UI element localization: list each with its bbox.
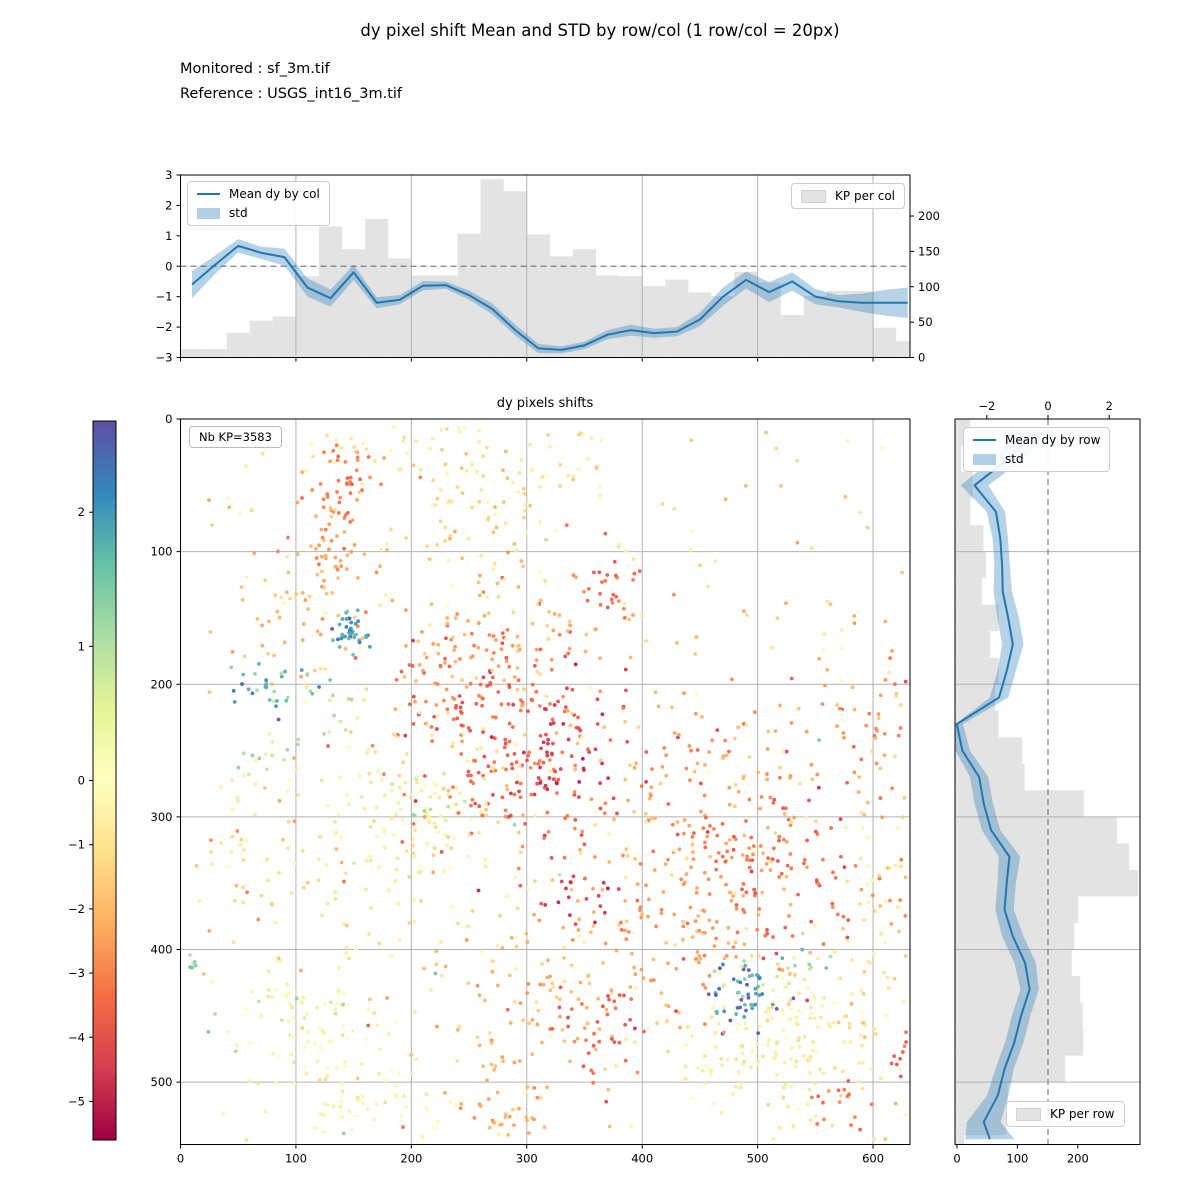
svg-text:150: 150: [918, 244, 940, 258]
svg-text:−5: −5: [68, 1094, 85, 1108]
legend-label: Mean dy by row: [1005, 433, 1101, 447]
colorbar: 2 1 0 −1 −2 −3 −4 −5: [68, 420, 117, 1141]
svg-text:0: 0: [918, 351, 925, 365]
monitored-file-label: Monitored : sf_3m.tif: [180, 61, 330, 77]
row-mean-line: [955, 431, 1037, 1140]
mean-line-swatch: [973, 439, 996, 441]
legend-mean-dy-by-col: Mean dy by col std: [187, 181, 330, 226]
row-bottom-axis: 0 100 200: [953, 1144, 1089, 1166]
col-std-band: [192, 239, 908, 354]
svg-text:1: 1: [78, 639, 85, 653]
legend-label: std: [229, 206, 248, 220]
row-top-axis: −2 0 2: [978, 399, 1113, 419]
svg-text:1: 1: [165, 229, 172, 243]
svg-text:500: 500: [151, 1075, 173, 1089]
svg-text:0: 0: [165, 259, 172, 273]
legend-label: KP per row: [1050, 1107, 1115, 1121]
legend-label: Mean dy by col: [229, 187, 320, 201]
scatter-y-axis: 0 100 200 300 400 500: [151, 412, 181, 1089]
svg-text:0: 0: [1044, 399, 1051, 413]
svg-text:0: 0: [78, 774, 85, 788]
svg-text:2: 2: [78, 505, 85, 519]
svg-text:−3: −3: [68, 966, 85, 980]
svg-text:−2: −2: [978, 399, 995, 413]
svg-text:200: 200: [918, 209, 940, 223]
hist-swatch: [801, 189, 827, 203]
svg-text:−2: −2: [156, 320, 173, 334]
reference-file-label: Reference : USGS_int16_3m.tif: [180, 86, 403, 102]
hist-swatch: [1016, 1107, 1041, 1121]
scatter-border: [180, 418, 911, 1145]
scatter-points: [188, 424, 908, 1142]
svg-text:600: 600: [862, 1152, 884, 1166]
scatter-panel-title: dy pixels shifts: [496, 396, 594, 411]
svg-text:2: 2: [1106, 399, 1113, 413]
legend-label: KP per col: [835, 189, 895, 203]
legend-mean-dy-by-row: Mean dy by row std: [963, 427, 1111, 472]
svg-text:50: 50: [918, 315, 933, 329]
svg-text:100: 100: [151, 545, 173, 559]
legend-kp-per-col: KP per col: [791, 183, 905, 209]
svg-text:500: 500: [747, 1152, 769, 1166]
col-bottom-ticks: [180, 357, 874, 362]
row-kp-histogram: [955, 419, 1139, 1145]
svg-text:0: 0: [177, 1152, 184, 1166]
svg-text:2: 2: [165, 198, 172, 212]
svg-text:200: 200: [400, 1152, 422, 1166]
col-right-axis: 0 50 100 150 200: [910, 209, 940, 365]
svg-text:100: 100: [285, 1152, 307, 1166]
figure-title: dy pixel shift Mean and STD by row/col (…: [360, 21, 840, 40]
legend-kp-per-row: KP per row: [1006, 1101, 1125, 1127]
svg-text:−4: −4: [68, 1030, 85, 1044]
svg-text:100: 100: [1006, 1152, 1028, 1166]
svg-text:100: 100: [918, 280, 940, 294]
svg-text:−1: −1: [68, 838, 85, 852]
svg-text:−2: −2: [68, 902, 85, 916]
nb-kp-annotation: Nb KP=3583: [189, 426, 282, 448]
col-mean-line: [191, 244, 908, 351]
svg-text:400: 400: [631, 1152, 653, 1166]
std-band-swatch: [197, 207, 220, 219]
mean-line-swatch: [197, 193, 220, 195]
row-std-band: [955, 432, 1053, 1140]
svg-text:0: 0: [953, 1152, 960, 1166]
col-left-axis: 3 2 1 0 −1 −2 −3: [156, 168, 181, 365]
scatter-grid: [180, 419, 910, 1145]
legend-label: std: [1005, 452, 1024, 466]
svg-text:−1: −1: [156, 290, 173, 304]
std-band-swatch: [973, 453, 996, 465]
svg-text:200: 200: [1067, 1152, 1089, 1166]
svg-text:3: 3: [165, 168, 172, 182]
svg-text:0: 0: [165, 412, 172, 426]
svg-text:200: 200: [151, 677, 173, 691]
svg-text:300: 300: [151, 810, 173, 824]
scatter-x-axis: 0 100 200 300 400 500 600: [177, 1144, 884, 1166]
svg-text:400: 400: [151, 943, 173, 957]
svg-text:−3: −3: [156, 351, 173, 365]
svg-text:300: 300: [516, 1152, 538, 1166]
